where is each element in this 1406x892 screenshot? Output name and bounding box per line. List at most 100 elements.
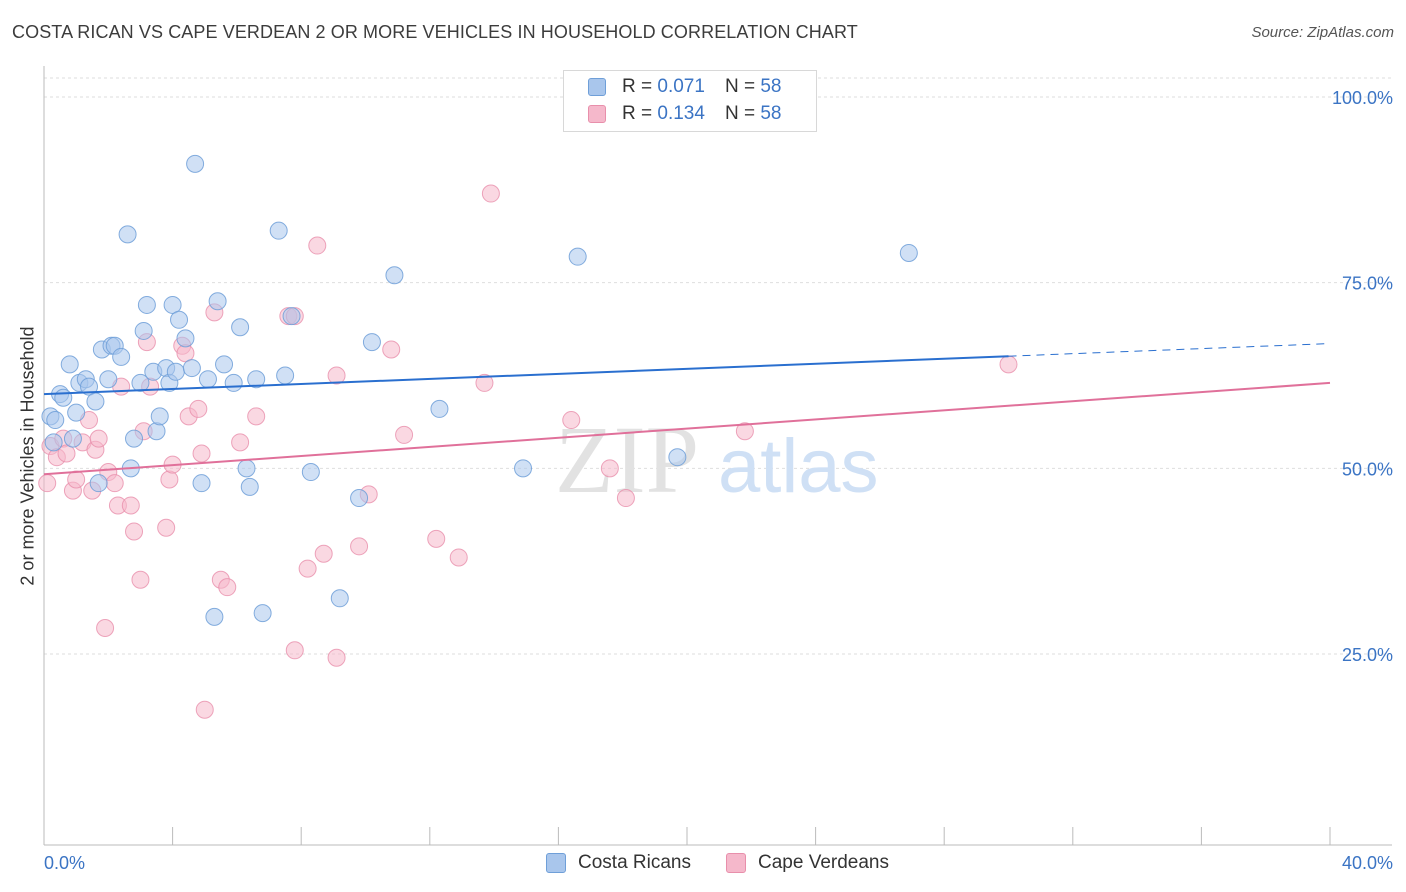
data-point-cape-verdean bbox=[189, 399, 208, 418]
data-point-cape-verdean bbox=[382, 340, 401, 359]
data-point-costa-rican bbox=[568, 247, 587, 266]
data-point-cape-verdean bbox=[157, 518, 176, 537]
data-point-costa-rican bbox=[99, 370, 118, 389]
data-point-costa-rican bbox=[269, 221, 288, 240]
data-point-costa-rican bbox=[67, 403, 86, 422]
data-point-costa-rican bbox=[150, 407, 169, 426]
data-point-cape-verdean bbox=[298, 559, 317, 578]
data-point-cape-verdean bbox=[395, 425, 414, 444]
data-point-cape-verdean bbox=[350, 537, 369, 556]
bottom-legend-swatch-blue bbox=[546, 853, 566, 873]
legend-row-cape-verdeans: R = 0.134 N = 58 bbox=[588, 102, 781, 126]
series-costa-ricans bbox=[41, 154, 918, 626]
data-point-costa-rican bbox=[668, 448, 687, 467]
y-tick-label: 25.0% bbox=[1342, 645, 1393, 665]
watermark: ZIP atlas bbox=[555, 406, 879, 513]
data-point-costa-rican bbox=[224, 373, 243, 392]
bottom-legend-label: Cape Verdeans bbox=[758, 852, 889, 873]
data-point-costa-rican bbox=[282, 307, 301, 326]
data-point-costa-rican bbox=[362, 333, 381, 352]
legend-n-value: 58 bbox=[760, 103, 782, 124]
legend-swatch-blue bbox=[588, 78, 606, 96]
trend-line-cape-verdeans bbox=[43, 381, 1331, 476]
data-point-cape-verdean bbox=[735, 422, 754, 441]
data-point-costa-rican bbox=[198, 370, 217, 389]
data-point-costa-rican bbox=[253, 604, 272, 623]
data-point-costa-rican bbox=[112, 347, 131, 366]
data-point-cape-verdean bbox=[481, 184, 500, 203]
legend-r-label: R = bbox=[622, 76, 653, 97]
data-point-costa-rican bbox=[125, 429, 144, 448]
trend-line-costa-ricans-extension bbox=[1008, 343, 1331, 357]
data-point-costa-rican bbox=[301, 463, 320, 482]
y-tick-label: 50.0% bbox=[1342, 459, 1393, 479]
correlation-legend: R = 0.071 N = 58 R = 0.134 N = 58 bbox=[563, 70, 817, 132]
source-label: Source: ZipAtlas.com bbox=[1251, 24, 1394, 41]
data-point-cape-verdean bbox=[38, 474, 57, 493]
data-point-cape-verdean bbox=[562, 411, 581, 430]
bottom-legend-swatch-pink bbox=[726, 853, 746, 873]
bottom-legend-cape-verdeans: Cape Verdeans bbox=[726, 852, 889, 874]
data-point-costa-rican bbox=[350, 489, 369, 508]
chart-title: COSTA RICAN VS CAPE VERDEAN 2 OR MORE VE… bbox=[12, 22, 858, 42]
data-point-cape-verdean bbox=[427, 529, 446, 548]
data-point-cape-verdean bbox=[247, 407, 266, 426]
data-point-costa-rican bbox=[60, 355, 79, 374]
data-point-costa-rican bbox=[176, 329, 195, 348]
data-point-costa-rican bbox=[166, 362, 185, 381]
data-point-costa-rican bbox=[240, 477, 259, 496]
data-point-cape-verdean bbox=[160, 470, 179, 489]
data-point-cape-verdean bbox=[449, 548, 468, 567]
data-point-costa-rican bbox=[163, 295, 182, 314]
data-point-costa-rican bbox=[330, 589, 349, 608]
data-point-cape-verdean bbox=[999, 355, 1018, 374]
data-point-costa-rican bbox=[63, 429, 82, 448]
data-point-cape-verdean bbox=[285, 641, 304, 660]
bottom-legend-costa-ricans: Costa Ricans bbox=[546, 852, 691, 874]
data-point-costa-rican bbox=[118, 225, 137, 244]
data-point-cape-verdean bbox=[195, 700, 214, 719]
data-point-costa-rican bbox=[215, 355, 234, 374]
data-point-cape-verdean bbox=[105, 474, 124, 493]
trend-line-costa-ricans bbox=[43, 355, 1009, 396]
axes bbox=[43, 66, 1392, 846]
data-point-costa-rican bbox=[192, 474, 211, 493]
data-point-cape-verdean bbox=[616, 489, 635, 508]
data-point-costa-rican bbox=[46, 411, 65, 430]
data-point-costa-rican bbox=[134, 321, 153, 340]
tick-labels: 25.0% 50.0% 75.0% 100.0% 0.0% 40.0% bbox=[44, 88, 1393, 873]
data-point-costa-rican bbox=[80, 377, 99, 396]
legend-r-label: R = bbox=[622, 103, 653, 124]
data-point-costa-rican bbox=[899, 243, 918, 262]
data-point-costa-rican bbox=[170, 310, 189, 329]
data-point-costa-rican bbox=[205, 607, 224, 626]
data-point-cape-verdean bbox=[308, 236, 327, 255]
data-point-cape-verdean bbox=[231, 433, 250, 452]
data-point-costa-rican bbox=[247, 370, 266, 389]
data-point-cape-verdean bbox=[218, 578, 237, 597]
data-point-cape-verdean bbox=[192, 444, 211, 463]
legend-n-label: N = bbox=[724, 76, 756, 97]
data-point-costa-rican bbox=[147, 422, 166, 441]
data-point-costa-rican bbox=[86, 392, 105, 411]
x-tick-label: 40.0% bbox=[1342, 853, 1393, 873]
data-point-costa-rican bbox=[131, 373, 150, 392]
y-tick-label: 100.0% bbox=[1332, 88, 1393, 108]
data-point-costa-rican bbox=[137, 295, 156, 314]
data-point-cape-verdean bbox=[89, 429, 108, 448]
data-point-cape-verdean bbox=[600, 459, 619, 478]
legend-n-label: N = bbox=[724, 103, 756, 124]
data-point-costa-rican bbox=[89, 474, 108, 493]
data-point-cape-verdean bbox=[475, 373, 494, 392]
data-point-costa-rican bbox=[54, 388, 73, 407]
data-point-cape-verdean bbox=[67, 470, 86, 489]
data-point-costa-rican bbox=[430, 399, 449, 418]
legend-r-value: 0.071 bbox=[657, 76, 705, 97]
data-point-costa-rican bbox=[385, 266, 404, 285]
data-point-costa-rican bbox=[514, 459, 533, 478]
trend-lines bbox=[43, 343, 1331, 476]
y-axis-label: 2 or more Vehicles in Household bbox=[17, 326, 38, 586]
y-tick-label: 75.0% bbox=[1342, 274, 1393, 294]
legend-n-value: 58 bbox=[760, 76, 782, 97]
